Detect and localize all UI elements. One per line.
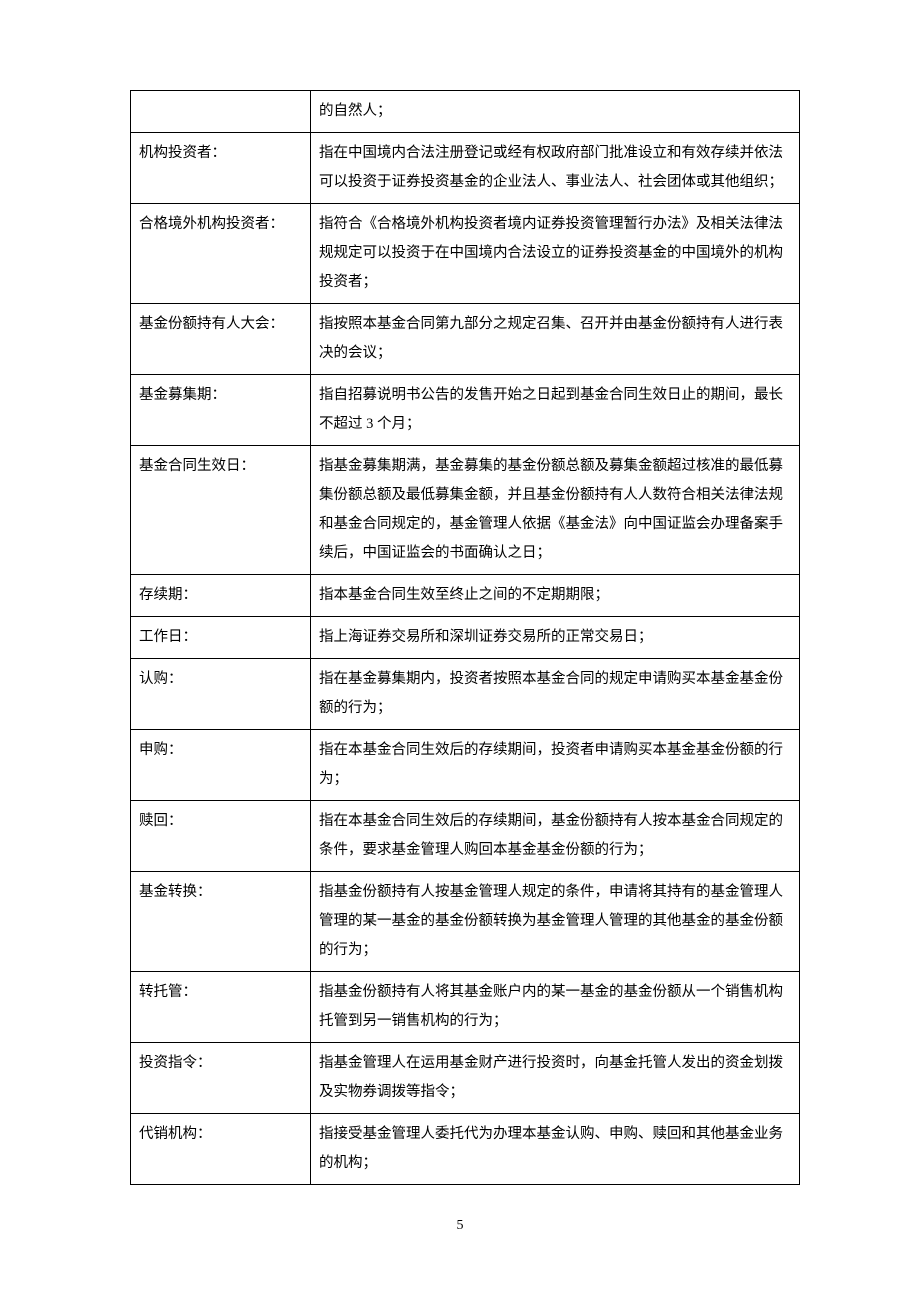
table-row: 申购：指在本基金合同生效后的存续期间，投资者申请购买本基金基金份额的行为； xyxy=(131,730,800,801)
table-row: 认购：指在基金募集期内，投资者按照本基金合同的规定申请购买本基金基金份额的行为； xyxy=(131,659,800,730)
definitions-table: 的自然人；机构投资者：指在中国境内合法注册登记或经有权政府部门批准设立和有效存续… xyxy=(130,90,800,1185)
page-number: 5 xyxy=(0,1218,920,1234)
table-row: 合格境外机构投资者：指符合《合格境外机构投资者境内证券投资管理暂行办法》及相关法… xyxy=(131,204,800,304)
table-row: 基金募集期：指自招募说明书公告的发售开始之日起到基金合同生效日止的期间，最长不超… xyxy=(131,375,800,446)
term-cell: 合格境外机构投资者： xyxy=(131,204,311,304)
term-cell: 存续期： xyxy=(131,575,311,617)
table-row: 机构投资者：指在中国境内合法注册登记或经有权政府部门批准设立和有效存续并依法可以… xyxy=(131,133,800,204)
term-cell: 申购： xyxy=(131,730,311,801)
definition-cell: 指本基金合同生效至终止之间的不定期期限； xyxy=(311,575,800,617)
definition-cell: 指在本基金合同生效后的存续期间，基金份额持有人按本基金合同规定的条件，要求基金管… xyxy=(311,801,800,872)
term-cell: 机构投资者： xyxy=(131,133,311,204)
table-row: 存续期：指本基金合同生效至终止之间的不定期期限； xyxy=(131,575,800,617)
table-row: 基金份额持有人大会：指按照本基金合同第九部分之规定召集、召开并由基金份额持有人进… xyxy=(131,304,800,375)
definition-cell: 指基金份额持有人按基金管理人规定的条件，申请将其持有的基金管理人管理的某一基金的… xyxy=(311,872,800,972)
term-cell: 代销机构： xyxy=(131,1114,311,1185)
table-row: 代销机构：指接受基金管理人委托代为办理本基金认购、申购、赎回和其他基金业务的机构… xyxy=(131,1114,800,1185)
term-cell: 投资指令： xyxy=(131,1043,311,1114)
table-row: 赎回：指在本基金合同生效后的存续期间，基金份额持有人按本基金合同规定的条件，要求… xyxy=(131,801,800,872)
definition-cell: 指上海证券交易所和深圳证券交易所的正常交易日； xyxy=(311,617,800,659)
definition-cell: 指基金管理人在运用基金财产进行投资时，向基金托管人发出的资金划拨及实物券调拨等指… xyxy=(311,1043,800,1114)
term-cell: 基金份额持有人大会： xyxy=(131,304,311,375)
definitions-tbody: 的自然人；机构投资者：指在中国境内合法注册登记或经有权政府部门批准设立和有效存续… xyxy=(131,91,800,1185)
definition-cell: 指自招募说明书公告的发售开始之日起到基金合同生效日止的期间，最长不超过 3 个月… xyxy=(311,375,800,446)
definition-cell: 指基金募集期满，基金募集的基金份额总额及募集金额超过核准的最低募集份额总额及最低… xyxy=(311,446,800,575)
term-cell: 基金转换： xyxy=(131,872,311,972)
definition-cell: 指基金份额持有人将其基金账户内的某一基金的基金份额从一个销售机构托管到另一销售机… xyxy=(311,972,800,1043)
table-row: 的自然人； xyxy=(131,91,800,133)
term-cell: 工作日： xyxy=(131,617,311,659)
definition-cell: 指在中国境内合法注册登记或经有权政府部门批准设立和有效存续并依法可以投资于证券投… xyxy=(311,133,800,204)
term-cell xyxy=(131,91,311,133)
definition-cell: 的自然人； xyxy=(311,91,800,133)
term-cell: 基金合同生效日： xyxy=(131,446,311,575)
table-row: 基金合同生效日：指基金募集期满，基金募集的基金份额总额及募集金额超过核准的最低募… xyxy=(131,446,800,575)
term-cell: 认购： xyxy=(131,659,311,730)
table-row: 基金转换：指基金份额持有人按基金管理人规定的条件，申请将其持有的基金管理人管理的… xyxy=(131,872,800,972)
definition-cell: 指在本基金合同生效后的存续期间，投资者申请购买本基金基金份额的行为； xyxy=(311,730,800,801)
definition-cell: 指按照本基金合同第九部分之规定召集、召开并由基金份额持有人进行表决的会议； xyxy=(311,304,800,375)
term-cell: 赎回： xyxy=(131,801,311,872)
term-cell: 基金募集期： xyxy=(131,375,311,446)
definition-cell: 指在基金募集期内，投资者按照本基金合同的规定申请购买本基金基金份额的行为； xyxy=(311,659,800,730)
definition-cell: 指接受基金管理人委托代为办理本基金认购、申购、赎回和其他基金业务的机构； xyxy=(311,1114,800,1185)
table-row: 转托管：指基金份额持有人将其基金账户内的某一基金的基金份额从一个销售机构托管到另… xyxy=(131,972,800,1043)
term-cell: 转托管： xyxy=(131,972,311,1043)
table-row: 工作日：指上海证券交易所和深圳证券交易所的正常交易日； xyxy=(131,617,800,659)
definition-cell: 指符合《合格境外机构投资者境内证券投资管理暂行办法》及相关法律法规规定可以投资于… xyxy=(311,204,800,304)
table-row: 投资指令：指基金管理人在运用基金财产进行投资时，向基金托管人发出的资金划拨及实物… xyxy=(131,1043,800,1114)
